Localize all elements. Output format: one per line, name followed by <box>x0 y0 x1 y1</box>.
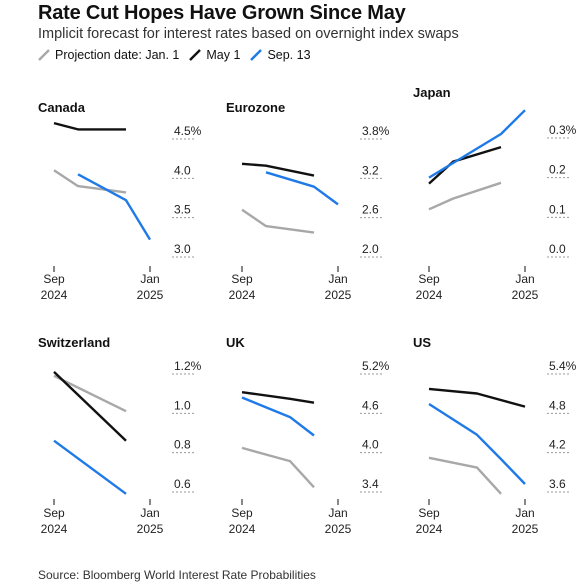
series-line-japan-1 <box>428 145 502 185</box>
y-tick-label-japan: 0.3% <box>549 123 577 137</box>
x-tick-year-japan: 2025 <box>512 288 539 302</box>
x-tick-month-uk: Jan <box>328 506 347 520</box>
panel-title-uk: UK <box>226 335 245 350</box>
series-line-switzerland-1 <box>53 371 127 442</box>
x-tick-year-us: 2025 <box>512 522 539 536</box>
x-tick-month-japan: Jan <box>515 272 534 286</box>
series-line-us-1 <box>428 387 526 408</box>
x-tick-year-canada: 2025 <box>137 288 164 302</box>
x-tick-month-eurozone: Sep <box>231 272 253 286</box>
panel-title-canada: Canada <box>38 100 86 115</box>
x-tick-year-uk: 2025 <box>325 522 352 536</box>
y-tick-label-eurozone: 2.6 <box>362 203 379 217</box>
y-tick-label-switzerland: 0.8 <box>174 438 191 452</box>
panel-title-eurozone: Eurozone <box>226 100 285 115</box>
x-tick-month-japan: Sep <box>418 272 440 286</box>
x-tick-month-us: Jan <box>515 506 534 520</box>
legend: Projection date: Jan. 1 May 1 Sep. 13 <box>38 48 321 62</box>
legend-swatch-black <box>189 49 202 61</box>
y-tick-label-uk: 5.2% <box>362 359 390 373</box>
y-tick-label-us: 3.6 <box>549 477 566 491</box>
panel-title-us: US <box>413 335 431 350</box>
y-tick-label-eurozone: 3.2 <box>362 163 379 177</box>
x-tick-year-canada: 2024 <box>41 288 68 302</box>
x-tick-month-eurozone: Jan <box>328 272 347 286</box>
series-line-switzerland-2 <box>53 439 127 495</box>
x-tick-month-switzerland: Sep <box>43 506 65 520</box>
series-line-eurozone-2 <box>265 171 339 206</box>
x-tick-year-switzerland: 2025 <box>137 522 164 536</box>
y-tick-label-us: 5.4% <box>549 359 577 373</box>
x-tick-month-canada: Jan <box>140 272 159 286</box>
series-line-us-0 <box>428 456 502 495</box>
x-tick-year-us: 2024 <box>416 522 443 536</box>
y-tick-label-eurozone: 2.0 <box>362 242 379 256</box>
legend-label-may: May 1 <box>206 48 241 62</box>
legend-swatch-gray <box>38 49 50 61</box>
x-tick-year-eurozone: 2025 <box>325 288 352 302</box>
series-line-canada-1 <box>53 121 126 131</box>
series-line-japan-0 <box>428 181 502 211</box>
y-tick-label-switzerland: 0.6 <box>174 477 191 491</box>
series-line-eurozone-1 <box>241 162 315 177</box>
chart-subtitle: Implicit forecast for interest rates bas… <box>38 26 459 42</box>
y-tick-label-japan: 0.0 <box>549 242 566 256</box>
legend-item-may: May 1 <box>189 48 240 62</box>
y-tick-label-uk: 3.4 <box>362 477 379 491</box>
series-line-japan-2 <box>428 109 526 179</box>
series-line-canada-2 <box>77 173 152 241</box>
legend-item-sep: Sep. 13 <box>250 48 311 62</box>
legend-label-sep: Sep. 13 <box>267 48 311 62</box>
y-tick-label-canada: 4.0 <box>174 163 191 177</box>
panel-title-switzerland: Switzerland <box>38 335 110 350</box>
x-tick-year-switzerland: 2024 <box>41 522 68 536</box>
x-tick-month-uk: Sep <box>231 506 253 520</box>
panel-title-japan: Japan <box>413 85 451 100</box>
y-tick-label-uk: 4.6 <box>362 398 379 412</box>
y-tick-label-canada: 3.0 <box>174 242 191 256</box>
y-tick-label-japan: 0.2 <box>549 163 566 177</box>
series-line-uk-1 <box>241 391 315 404</box>
y-tick-label-switzerland: 1.0 <box>174 398 191 412</box>
y-tick-label-eurozone: 3.8% <box>362 124 390 138</box>
legend-swatch-blue <box>250 49 263 61</box>
y-tick-label-japan: 0.1 <box>549 202 566 216</box>
x-tick-year-japan: 2024 <box>416 288 443 302</box>
source-note: Source: Bloomberg World Interest Rate Pr… <box>38 568 316 582</box>
y-tick-label-canada: 4.5% <box>174 124 202 138</box>
y-tick-label-uk: 4.0 <box>362 438 379 452</box>
x-tick-month-canada: Sep <box>43 272 65 286</box>
y-tick-label-canada: 3.5 <box>174 203 191 217</box>
y-tick-label-switzerland: 1.2% <box>174 359 202 373</box>
x-tick-year-eurozone: 2024 <box>229 288 256 302</box>
y-tick-label-us: 4.2 <box>549 438 566 452</box>
y-tick-label-us: 4.8 <box>549 398 566 412</box>
x-tick-month-switzerland: Jan <box>140 506 159 520</box>
chart-title: Rate Cut Hopes Have Grown Since May <box>38 2 406 24</box>
x-tick-month-us: Sep <box>418 506 440 520</box>
series-line-eurozone-0 <box>241 208 315 234</box>
series-line-uk-0 <box>241 446 315 489</box>
x-tick-year-uk: 2024 <box>229 522 256 536</box>
legend-item-jan: Projection date: Jan. 1 <box>38 48 179 62</box>
series-line-switzerland-0 <box>53 374 127 413</box>
series-line-us-2 <box>428 402 526 485</box>
series-line-uk-2 <box>241 396 315 437</box>
legend-label-jan: Projection date: Jan. 1 <box>55 48 180 62</box>
